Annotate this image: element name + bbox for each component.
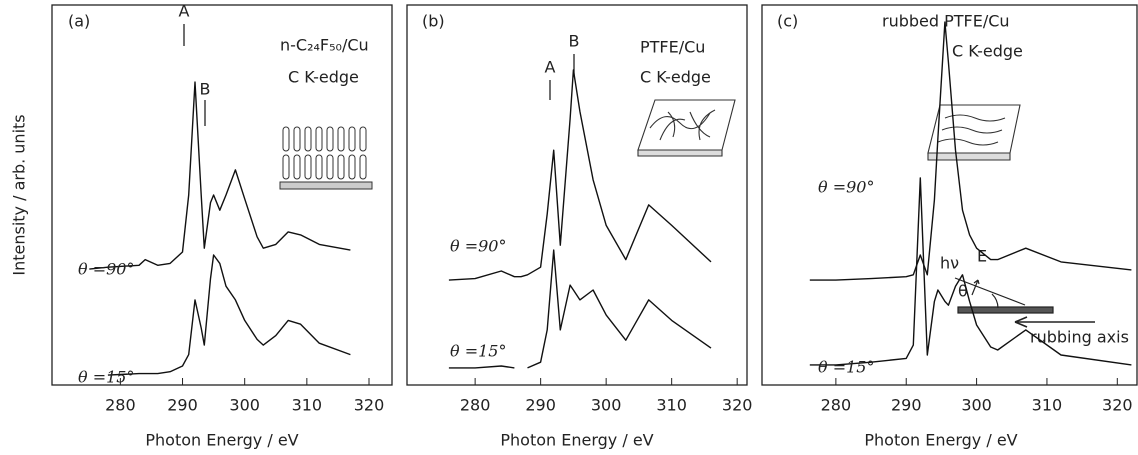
molecule — [315, 126, 323, 152]
annotation: rubbing axis — [1030, 328, 1129, 347]
molecule — [282, 126, 290, 152]
spectrum-line — [107, 254, 351, 376]
series-label: θ =90° — [818, 178, 874, 197]
x-tick-label: 290 — [525, 396, 556, 415]
illustration-molecules — [279, 126, 373, 190]
illustration-rubbed — [927, 104, 1021, 161]
molecule — [337, 154, 345, 180]
molecule — [348, 154, 356, 180]
x-tick-label: 300 — [591, 396, 622, 415]
molecule — [359, 126, 367, 152]
x-tick-label: 300 — [961, 396, 992, 415]
molecule — [304, 154, 312, 180]
x-tick-label: 280 — [460, 396, 491, 415]
annotation: B — [200, 80, 211, 99]
annotation: PTFE/Cu — [640, 38, 705, 57]
x-tick-label: 300 — [229, 396, 260, 415]
x-axis-label: Photon Energy / eV — [145, 431, 298, 450]
x-tick-label: 290 — [167, 396, 198, 415]
spectrum-line — [809, 21, 1132, 281]
x-tick-label: 280 — [105, 396, 136, 415]
molecule — [359, 154, 367, 180]
molecule — [326, 126, 334, 152]
annotation: (a) — [68, 12, 90, 31]
panel-frame — [406, 4, 748, 386]
x-tick-label: 320 — [354, 396, 385, 415]
annotation: hν — [940, 254, 959, 273]
illustration-ptfe — [637, 99, 736, 157]
molecule — [326, 154, 334, 180]
x-tick-label: 310 — [1032, 396, 1063, 415]
panel-frame — [761, 4, 1138, 386]
annotation: A — [545, 58, 556, 77]
molecule — [282, 154, 290, 180]
annotation: C K-edge — [640, 68, 711, 87]
x-tick-label: 310 — [656, 396, 687, 415]
x-tick-label: 290 — [891, 396, 922, 415]
x-tick-label: 320 — [722, 396, 753, 415]
x-axis-label: Photon Energy / eV — [500, 431, 653, 450]
annotation: n-C₂₄F₅₀/Cu — [280, 36, 369, 55]
spectrum-line — [89, 81, 351, 270]
annotation: θ — [958, 282, 968, 301]
annotation: rubbed PTFE/Cu — [882, 12, 1010, 31]
x-tick-label: 280 — [821, 396, 852, 415]
series-label: θ =15° — [818, 358, 874, 377]
molecule — [315, 154, 323, 180]
annotation: (c) — [777, 12, 798, 31]
x-tick-label: 310 — [292, 396, 323, 415]
molecule — [348, 126, 356, 152]
molecule — [304, 126, 312, 152]
illustration-geometry — [954, 277, 1095, 328]
annotation: E — [977, 247, 987, 266]
series-label: θ =90° — [450, 237, 506, 256]
annotation: B — [569, 32, 580, 51]
series-label: θ =15° — [78, 368, 134, 387]
annotation: (b) — [422, 12, 445, 31]
x-axis-label: Photon Energy / eV — [864, 431, 1017, 450]
panel-frame — [51, 4, 393, 386]
molecule — [337, 126, 345, 152]
series-label: θ =15° — [450, 342, 506, 361]
molecule — [293, 154, 301, 180]
annotation: A — [179, 2, 190, 21]
molecule — [293, 126, 301, 152]
spectrum-line — [448, 69, 712, 281]
series-label: θ =90° — [78, 260, 134, 279]
y-axis-label: Intensity / arb. units — [10, 114, 29, 275]
spectrum-line — [809, 177, 1132, 366]
spectrum-line — [448, 249, 712, 369]
annotation: C K-edge — [288, 68, 359, 87]
annotation: C K-edge — [952, 42, 1023, 61]
x-tick-label: 320 — [1102, 396, 1133, 415]
